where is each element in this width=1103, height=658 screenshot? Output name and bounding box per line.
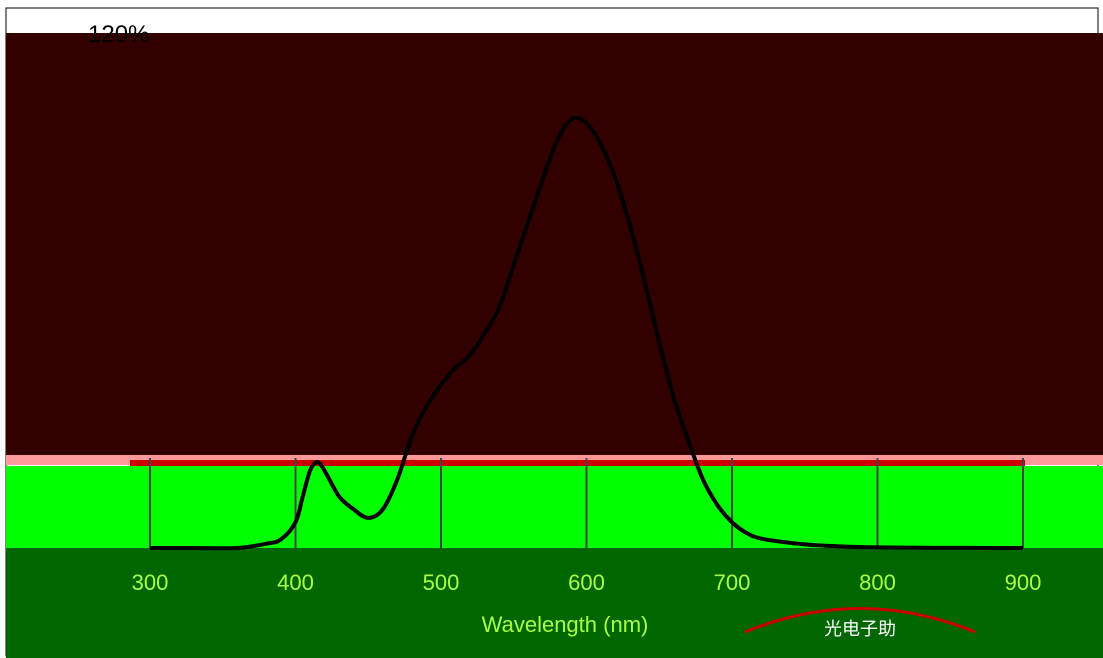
seal-stamp: 光电子助 [744, 607, 976, 640]
y-tick-label-120: 120% [88, 21, 149, 48]
x-tick-labels: 300 400 500 600 700 800 900 [132, 570, 1042, 595]
x-tick-label-600: 600 [568, 570, 605, 595]
x-tick-label-300: 300 [132, 570, 169, 595]
x-tick-label-800: 800 [859, 570, 896, 595]
x-tick-label-900: 900 [1005, 570, 1042, 595]
band-green [6, 466, 1103, 548]
x-gridlines [149, 458, 1024, 548]
band-dark-green [6, 548, 1103, 658]
x-tick-label-700: 700 [714, 570, 751, 595]
x-tick-label-400: 400 [277, 570, 314, 595]
axis-strip-red [130, 460, 1025, 466]
x-axis-label: Wavelength (nm) [482, 612, 649, 637]
seal-text: 光电子助 [824, 619, 896, 640]
x-tick-label-500: 500 [423, 570, 460, 595]
plot-background [6, 33, 1103, 463]
series-line [149, 115, 1024, 551]
